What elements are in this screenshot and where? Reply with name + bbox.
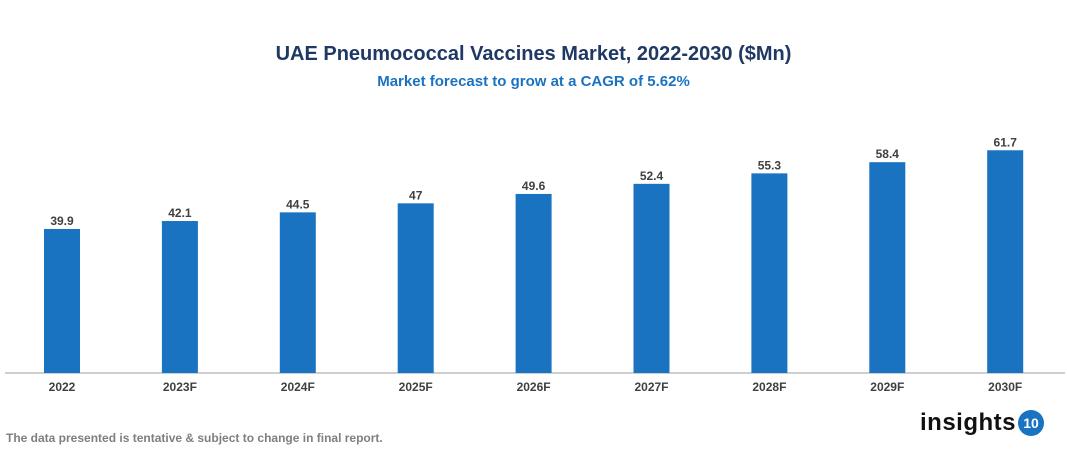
x-tick-label-2023F: 2023F [163,380,197,394]
data-label-2024F: 44.5 [286,197,310,211]
data-label-2026F: 49.6 [522,179,546,193]
bar-2022 [44,228,80,373]
data-label-2023F: 42.1 [168,206,192,220]
x-tick-label-2024F: 2024F [281,380,315,394]
data-label-2022: 39.9 [50,214,74,228]
x-tick-label-2026F: 2026F [517,380,551,394]
x-tick-label-2022: 2022 [49,380,76,394]
bar-2025F [397,203,434,373]
x-tick-label-2029F: 2029F [870,380,904,394]
logo-text: insights [920,409,1017,436]
x-tick-label-2028F: 2028F [752,380,786,394]
bar-2026F [515,193,552,373]
bar-2028F [751,173,788,373]
x-tick-label-2027F: 2027F [634,380,668,394]
bar-2030F [987,150,1024,373]
x-tick-label-2025F: 2025F [399,380,433,394]
logo-badge: 10 [1018,410,1045,436]
bar-2023F [161,221,198,373]
insights10-logo: insights 10 [920,409,1045,437]
data-label-2028F: 55.3 [758,158,782,172]
footnote: The data presented is tentative & subjec… [6,431,383,445]
bar-2027F [633,183,670,373]
data-label-2030F: 61.7 [994,135,1018,149]
x-tick-label-2030F: 2030F [988,380,1022,394]
chart-title: UAE Pneumococcal Vaccines Market, 2022-2… [275,43,792,65]
bar-2029F [869,162,906,373]
data-label-2025F: 47 [409,188,423,202]
chart-subtitle: Market forecast to grow at a CAGR of 5.6… [377,73,690,90]
data-label-2029F: 58.4 [876,147,900,161]
bar-2024F [279,212,316,373]
data-label-2027F: 52.4 [640,169,664,183]
